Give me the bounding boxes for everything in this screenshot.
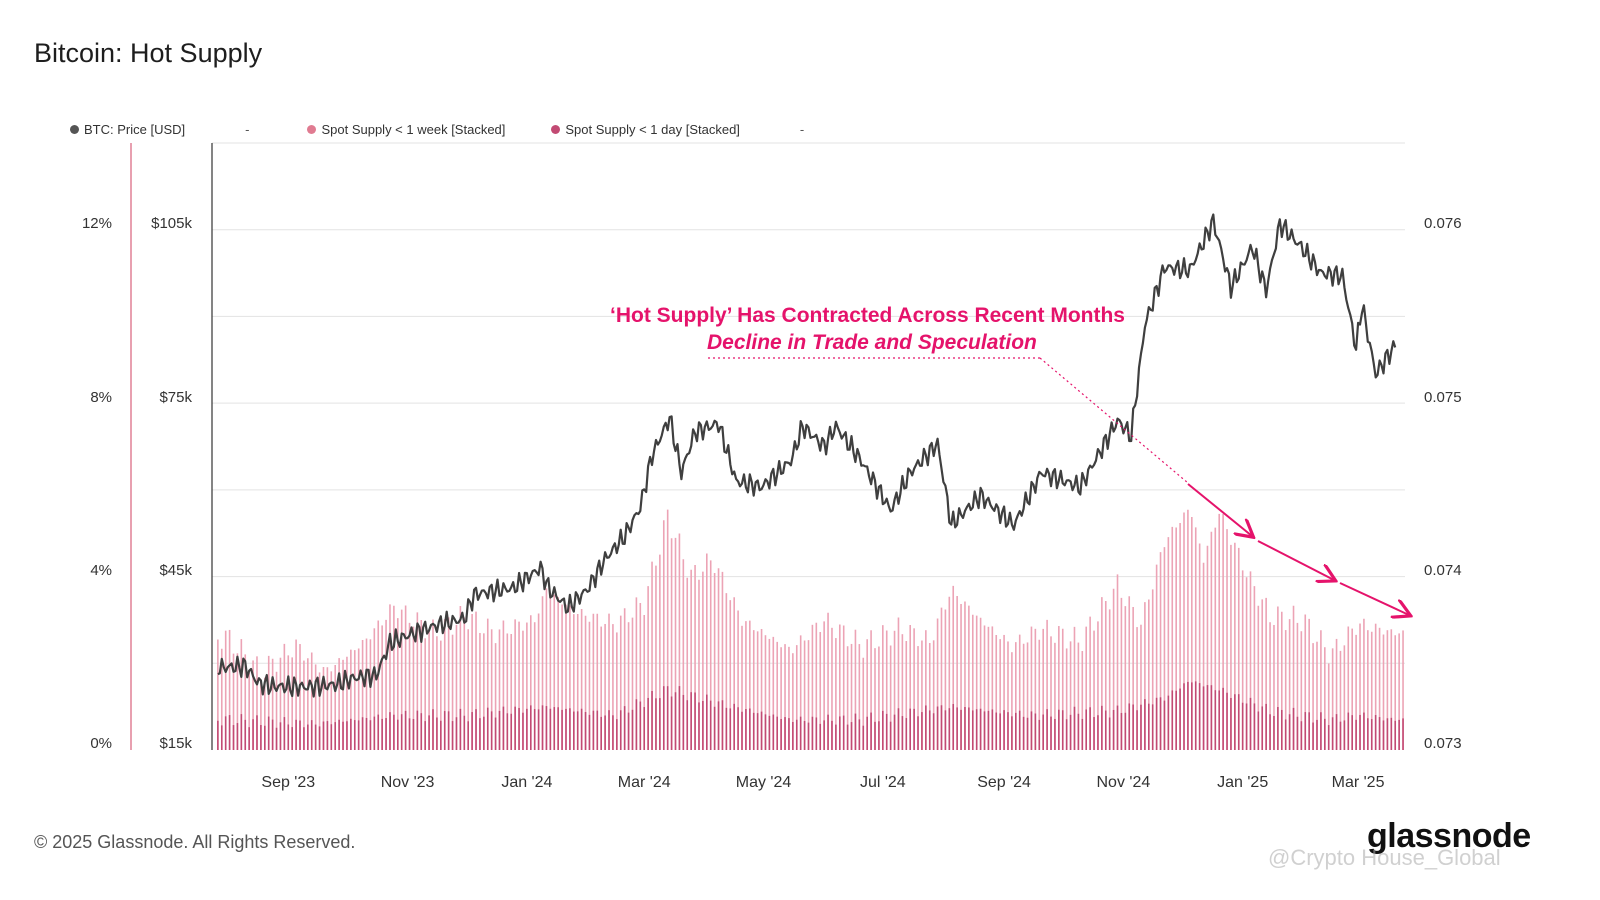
y-right-tick: 0.075 — [1424, 389, 1462, 406]
y-left-price-tick: $45k — [159, 562, 192, 579]
btc-price-line — [217, 213, 1397, 698]
chart-title: Bitcoin: Hot Supply — [34, 38, 263, 68]
y-right-tick: 0.076 — [1424, 215, 1462, 232]
legend-item-day[interactable]: Spot Supply < 1 day [Stacked] - — [551, 122, 804, 137]
annotation-subline: Decline in Trade and Speculation — [707, 331, 1037, 354]
watermark-text: @Crypto House_Global — [1268, 845, 1501, 870]
x-tick-label: Sep '23 — [261, 774, 315, 791]
y-left-pct-tick: 8% — [90, 389, 112, 406]
y-right-tick: 0.074 — [1424, 562, 1462, 579]
x-tick-label: Mar '25 — [1332, 774, 1385, 791]
y-right-tick: 0.073 — [1424, 735, 1462, 752]
y-left-price-tick: $75k — [159, 389, 192, 406]
y-left-pct-tick: 4% — [90, 562, 112, 579]
x-tick-label: Jan '24 — [501, 774, 552, 791]
decline-arrow-1 — [1187, 483, 1252, 536]
x-tick-label: Nov '24 — [1096, 774, 1150, 791]
x-tick-label: Sep '24 — [977, 774, 1031, 791]
legend-dot-day — [551, 125, 561, 134]
legend-dash-price: - — [245, 122, 250, 137]
y-left-price-tick: $15k — [159, 735, 192, 752]
x-tick-label: Nov '23 — [381, 774, 435, 791]
decline-arrow-3 — [1339, 582, 1409, 615]
legend-label-week: Spot Supply < 1 week [Stacked] — [321, 122, 506, 137]
legend-label-price: BTC: Price [USD] — [84, 122, 186, 137]
legend-label-day: Spot Supply < 1 day [Stacked] — [565, 122, 740, 137]
y-left-pct-tick: 0% — [90, 735, 112, 752]
decline-arrow-2 — [1257, 540, 1334, 580]
x-tick-label: Mar '24 — [618, 774, 671, 791]
y-left-price-tick: $105k — [151, 215, 192, 232]
legend: BTC: Price [USD] - Spot Supply < 1 week … — [70, 122, 804, 137]
y-left-pct-tick: 12% — [82, 215, 112, 232]
legend-item-price[interactable]: BTC: Price [USD] - — [70, 122, 249, 137]
glassnode-logo: glassnode — [1367, 817, 1531, 855]
legend-item-week[interactable]: Spot Supply < 1 week [Stacked] — [307, 122, 505, 137]
annotation-headline: ‘Hot Supply’ Has Contracted Across Recen… — [610, 304, 1125, 327]
legend-dash-day: - — [799, 122, 805, 137]
x-tick-label: Jan '25 — [1217, 774, 1268, 791]
x-tick-label: Jul '24 — [860, 774, 906, 791]
legend-dot-price — [70, 125, 79, 134]
copyright-text: © 2025 Glassnode. All Rights Reserved. — [34, 832, 356, 852]
legend-dot-week — [307, 125, 317, 134]
x-tick-label: May '24 — [736, 774, 792, 791]
annotation-leader — [1039, 357, 1189, 484]
